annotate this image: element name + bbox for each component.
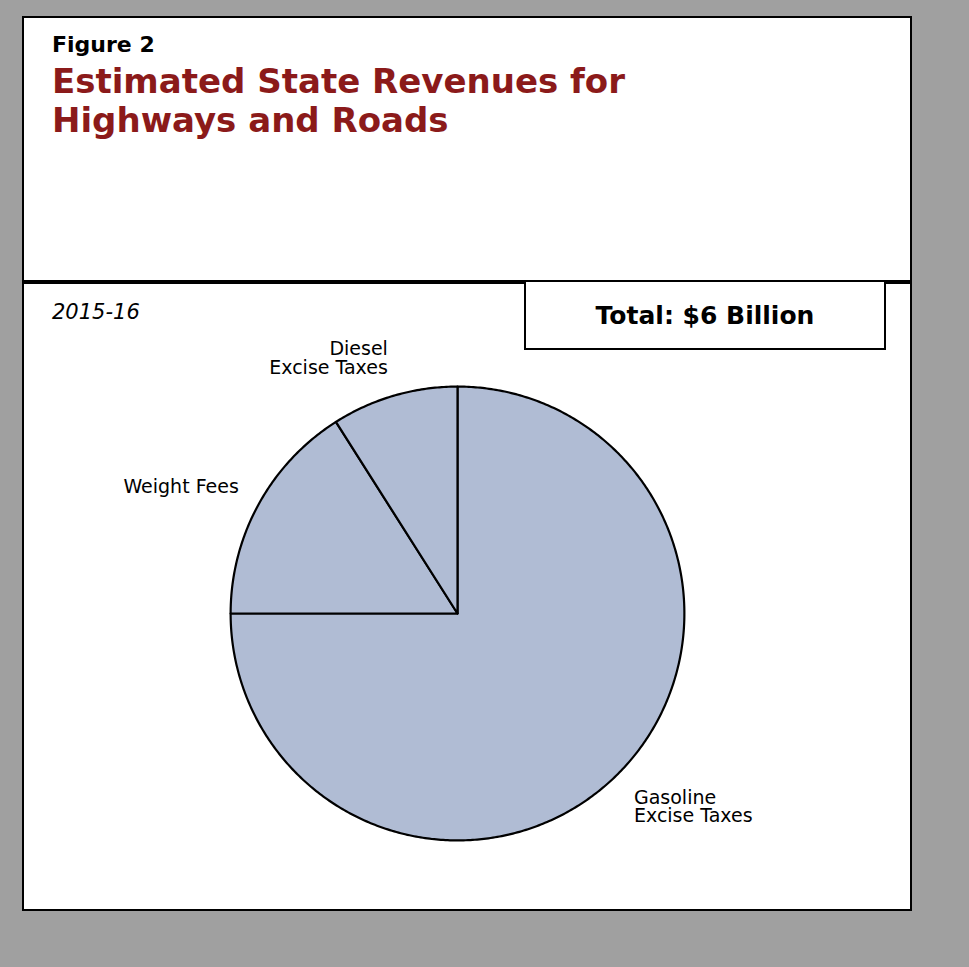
- html-text:Total: $6 Billion: Total: $6 Billion: [595, 300, 815, 330]
- svg-text:Weight Fees: Weight Fees: [123, 475, 238, 497]
- html-text:Estimated State Revenues for H: Estimated State Revenues for Highways an…: [52, 61, 625, 141]
- svg-text:GasolineExcise Taxes: GasolineExcise Taxes: [634, 785, 753, 826]
- html-text:2015-16: 2015-16: [52, 300, 140, 324]
- html-text:Figure 2: Figure 2: [52, 32, 155, 57]
- svg-text:DieselExcise Taxes: DieselExcise Taxes: [269, 337, 388, 378]
